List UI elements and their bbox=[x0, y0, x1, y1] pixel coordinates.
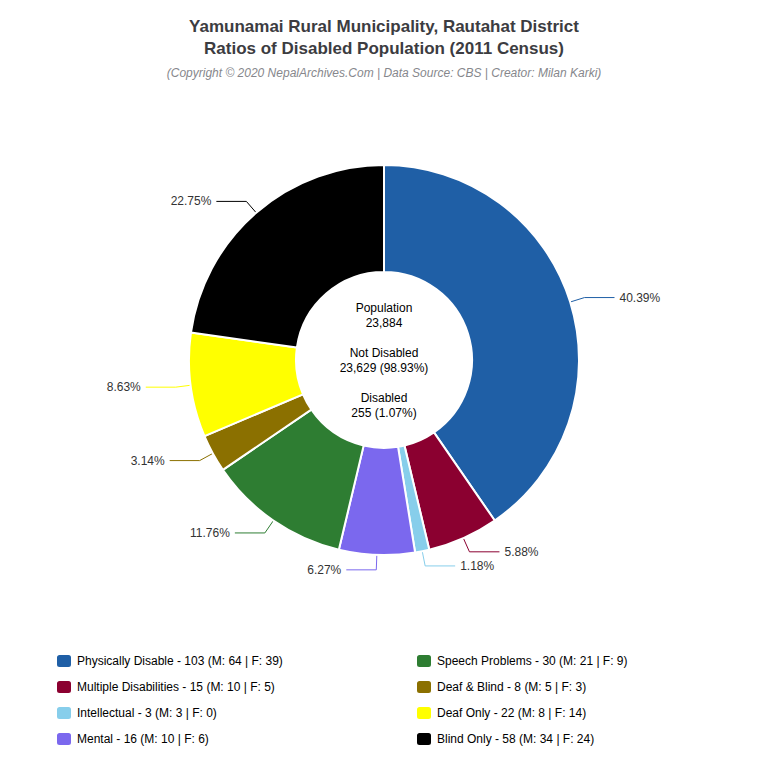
svg-text:23,629 (98.93%): 23,629 (98.93%) bbox=[340, 361, 429, 375]
svg-text:Physically Disable - 103 (M: 6: Physically Disable - 103 (M: 64 | F: 39) bbox=[77, 654, 283, 668]
svg-text:Blind Only - 58 (M: 34 | F: 24: Blind Only - 58 (M: 34 | F: 24) bbox=[437, 732, 594, 746]
svg-text:Multiple Disabilities - 15 (M:: Multiple Disabilities - 15 (M: 10 | F: 5… bbox=[77, 680, 275, 694]
svg-text:40.39%: 40.39% bbox=[620, 291, 661, 305]
svg-text:Yamunamai Rural Municipality,: Yamunamai Rural Municipality, Rautahat D… bbox=[189, 17, 579, 36]
svg-text:Deaf & Blind - 8 (M: 5 | F: 3): Deaf & Blind - 8 (M: 5 | F: 3) bbox=[437, 680, 586, 694]
svg-text:Speech Problems - 30 (M: 21 |: Speech Problems - 30 (M: 21 | F: 9) bbox=[437, 654, 628, 668]
svg-text:Disabled: Disabled bbox=[361, 391, 408, 405]
svg-text:Mental - 16 (M: 10 | F: 6): Mental - 16 (M: 10 | F: 6) bbox=[77, 732, 209, 746]
svg-text:11.76%: 11.76% bbox=[190, 526, 230, 540]
svg-text:23,884: 23,884 bbox=[366, 316, 403, 330]
svg-text:22.75%: 22.75% bbox=[171, 194, 212, 208]
svg-text:Ratios of Disabled Population: Ratios of Disabled Population (2011 Cens… bbox=[204, 39, 564, 58]
svg-text:Not Disabled: Not Disabled bbox=[350, 346, 419, 360]
svg-text:8.63%: 8.63% bbox=[107, 380, 141, 394]
svg-text:1.18%: 1.18% bbox=[460, 559, 494, 573]
svg-text:6.27%: 6.27% bbox=[307, 563, 341, 577]
svg-text:Population: Population bbox=[356, 301, 413, 315]
svg-text:Deaf Only - 22 (M: 8 | F: 14): Deaf Only - 22 (M: 8 | F: 14) bbox=[437, 706, 586, 720]
svg-text:3.14%: 3.14% bbox=[131, 454, 165, 468]
svg-text:(Copyright © 2020 NepalArchive: (Copyright © 2020 NepalArchives.Com | Da… bbox=[167, 66, 602, 80]
svg-text:5.88%: 5.88% bbox=[504, 545, 538, 559]
svg-text:Intellectual - 3 (M: 3 | F: 0): Intellectual - 3 (M: 3 | F: 0) bbox=[77, 706, 217, 720]
svg-text:255 (1.07%): 255 (1.07%) bbox=[351, 406, 416, 420]
